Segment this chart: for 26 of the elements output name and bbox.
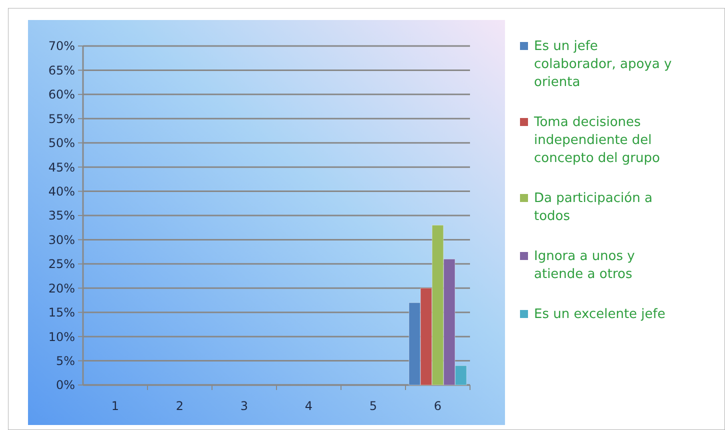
x-tick-label: 3: [240, 399, 248, 413]
legend-label: Es un excelente jefe: [534, 307, 666, 322]
y-tick-label: 35%: [48, 208, 75, 223]
legend-label: Es un jefe colaborador, apoya y orienta: [534, 39, 672, 90]
y-tick-label: 30%: [48, 232, 75, 247]
y-tick-label: 0%: [56, 378, 75, 392]
y-tick-label: 45%: [48, 160, 75, 174]
legend-label: Toma decisiones independiente del concepto del grupo: [533, 115, 660, 166]
y-tick-label: 50%: [48, 136, 75, 150]
y-tick-label: 65%: [48, 63, 75, 78]
y-tick-label: 60%: [48, 88, 75, 102]
y-tick-label: 70%: [48, 39, 75, 54]
legend-label: Ignora a unos y atiende a otros: [534, 249, 636, 282]
y-tick-label: 15%: [48, 306, 75, 320]
y-tick-label: 20%: [48, 281, 75, 296]
x-tick-label: 4: [304, 399, 313, 413]
y-tick-label: 55%: [48, 112, 75, 126]
x-tick-label: 1: [111, 399, 120, 413]
y-tick-label: 5%: [56, 354, 75, 368]
x-tick-label: 2: [176, 399, 184, 413]
y-tick-label: 40%: [48, 184, 75, 198]
x-tick-label: 6: [434, 399, 442, 413]
y-tick-label: 10%: [48, 330, 75, 344]
x-tick-label: 5: [369, 399, 378, 413]
y-tick-label: 25%: [48, 257, 75, 272]
legend-label: Da participación a todos: [534, 191, 652, 224]
